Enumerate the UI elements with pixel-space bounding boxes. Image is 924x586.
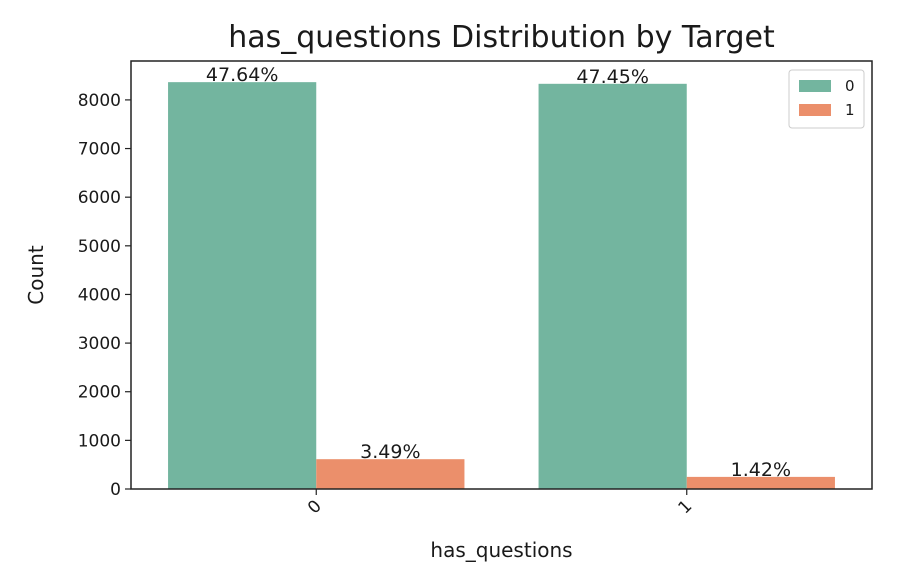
y-tick-label: 7000 <box>78 140 121 160</box>
bar-series-1-category-0 <box>316 459 465 489</box>
bars-group <box>168 82 835 490</box>
bar-series-0-category-1 <box>538 83 687 489</box>
y-tick-label: 0 <box>110 480 121 500</box>
y-tick-label: 2000 <box>78 383 121 403</box>
legend-label-1: 1 <box>845 101 855 119</box>
x-axis-label: has_questions <box>430 538 572 562</box>
x-tick-label: 0 <box>304 496 326 518</box>
y-tick-label: 1000 <box>78 431 121 451</box>
data-label-series-1-category-1: 1.42% <box>731 459 791 481</box>
y-tick-label: 3000 <box>78 334 121 354</box>
bar-series-0-category-0 <box>168 82 317 490</box>
y-tick-label: 5000 <box>78 237 121 257</box>
bar-series-1-category-1 <box>686 476 835 489</box>
legend-label-0: 0 <box>845 77 855 95</box>
legend: 01 <box>788 69 865 129</box>
plot-frame <box>130 60 873 490</box>
data-labels-group: 47.64% 3.49% 47.45% 1.42% <box>206 64 791 481</box>
x-tick-label: 1 <box>674 496 696 518</box>
legend-swatch-0 <box>799 80 831 92</box>
y-axis-ticks: 0 1000 2000 3000 4000 5000 6000 7000 8000 <box>78 91 131 500</box>
data-label-series-0-category-1: 47.45% <box>576 66 648 88</box>
y-tick-label: 8000 <box>78 91 121 111</box>
data-label-series-0-category-0: 47.64% <box>206 64 278 86</box>
legend-swatch-1 <box>799 104 831 116</box>
y-tick-label: 6000 <box>78 188 121 208</box>
data-label-series-1-category-0: 3.49% <box>360 441 420 463</box>
y-axis-label: Count <box>24 245 48 305</box>
y-tick-label: 4000 <box>78 285 121 305</box>
chart-title: has_questions Distribution by Target <box>228 20 775 55</box>
